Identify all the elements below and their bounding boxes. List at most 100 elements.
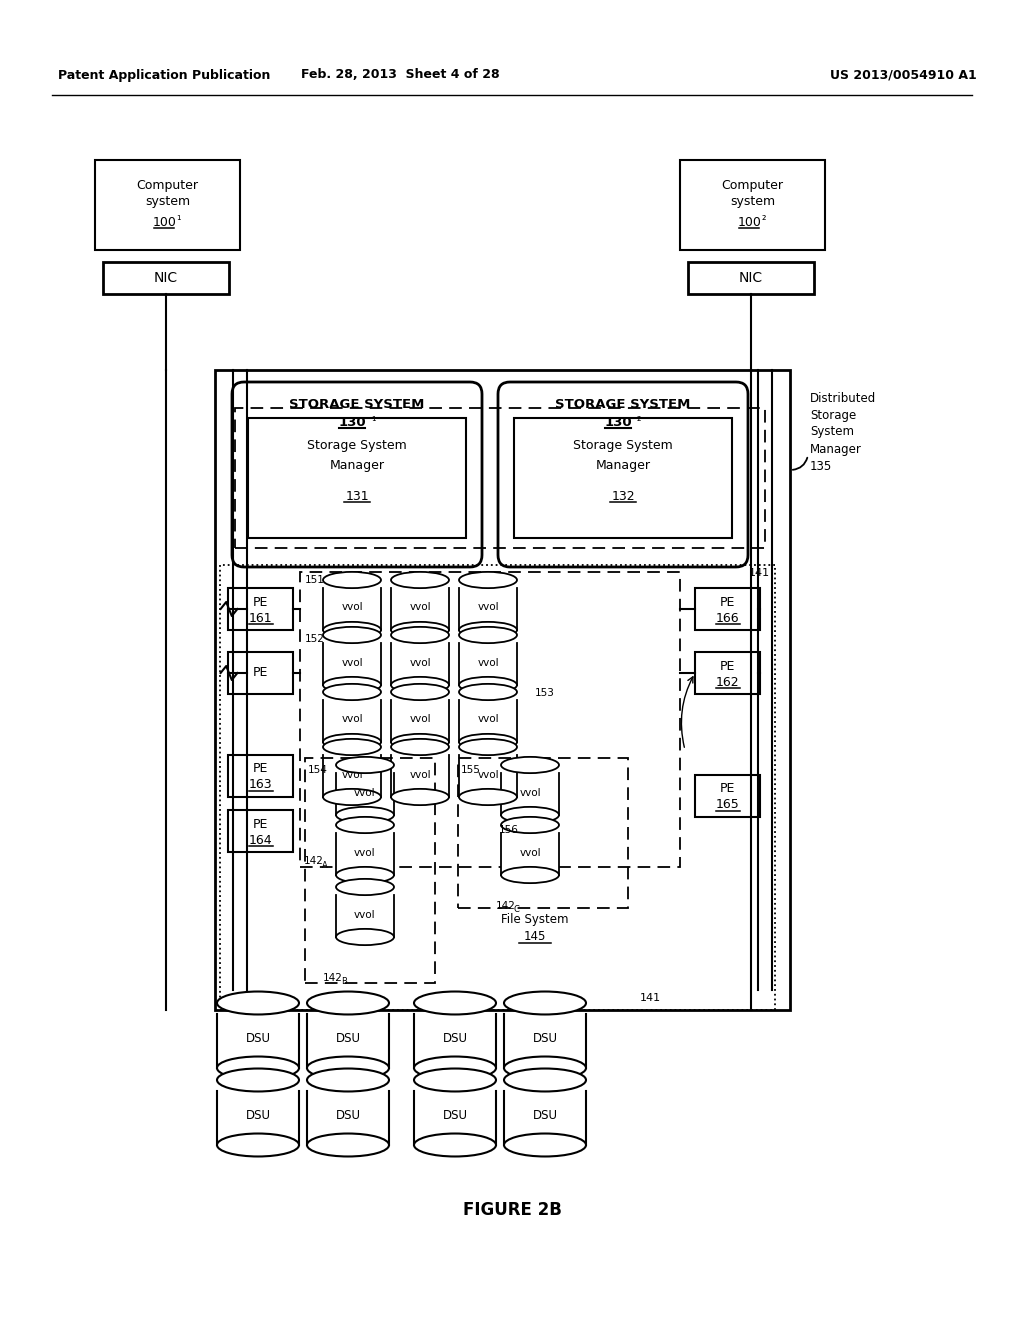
Ellipse shape: [307, 991, 389, 1015]
Ellipse shape: [459, 677, 517, 693]
Text: DSU: DSU: [246, 1032, 270, 1045]
Text: 142: 142: [496, 902, 516, 911]
Text: vvol: vvol: [410, 657, 431, 668]
Ellipse shape: [501, 867, 559, 883]
Text: B: B: [341, 978, 347, 986]
Ellipse shape: [391, 684, 449, 700]
Text: PE: PE: [720, 660, 735, 672]
Text: 100: 100: [153, 215, 176, 228]
Bar: [215, 370, 790, 1010]
Ellipse shape: [414, 1056, 496, 1080]
Ellipse shape: [323, 622, 381, 638]
Ellipse shape: [391, 572, 449, 589]
Bar: [228, 810, 293, 851]
Bar: [217, 1092, 299, 1144]
Text: vvol: vvol: [410, 602, 431, 612]
Text: DSU: DSU: [442, 1109, 468, 1122]
Bar: [414, 1015, 496, 1068]
Bar: [391, 700, 449, 742]
Ellipse shape: [391, 739, 449, 755]
Text: DSU: DSU: [246, 1109, 270, 1122]
Text: System: System: [810, 425, 854, 438]
Bar: [323, 643, 381, 685]
Bar: [695, 775, 760, 817]
Text: vvol: vvol: [477, 657, 499, 668]
Text: PE: PE: [253, 763, 268, 776]
Ellipse shape: [217, 1056, 299, 1080]
Text: 163: 163: [249, 779, 272, 792]
Ellipse shape: [504, 1134, 586, 1156]
Ellipse shape: [391, 677, 449, 693]
Ellipse shape: [391, 734, 449, 750]
Text: DSU: DSU: [442, 1032, 468, 1045]
Text: 165: 165: [716, 799, 739, 812]
Ellipse shape: [323, 789, 381, 805]
Ellipse shape: [336, 756, 394, 774]
Text: PE: PE: [720, 595, 735, 609]
Bar: [459, 755, 517, 797]
Text: vvol: vvol: [341, 714, 362, 725]
Ellipse shape: [391, 789, 449, 805]
Text: Distributed: Distributed: [810, 392, 877, 404]
Text: PE: PE: [253, 667, 268, 680]
Text: FIGURE 2B: FIGURE 2B: [463, 1201, 561, 1218]
Ellipse shape: [459, 572, 517, 589]
Ellipse shape: [459, 789, 517, 805]
Text: vvol: vvol: [477, 770, 499, 780]
Text: 130: 130: [338, 416, 366, 429]
Bar: [305, 758, 435, 983]
Text: system: system: [730, 195, 775, 209]
Bar: [323, 755, 381, 797]
Text: PE: PE: [720, 783, 735, 796]
Bar: [217, 1015, 299, 1068]
Text: 154: 154: [308, 766, 328, 775]
Bar: [695, 587, 760, 630]
Bar: [300, 572, 680, 867]
Bar: [391, 589, 449, 630]
Text: 135: 135: [810, 459, 833, 473]
FancyBboxPatch shape: [498, 381, 748, 568]
Bar: [391, 755, 449, 797]
Text: ₁: ₁: [371, 413, 375, 422]
Ellipse shape: [501, 807, 559, 824]
Text: 166: 166: [716, 611, 739, 624]
Bar: [458, 758, 628, 908]
Bar: [336, 895, 394, 937]
Text: STORAGE SYSTEM: STORAGE SYSTEM: [555, 397, 690, 411]
Ellipse shape: [459, 627, 517, 643]
Ellipse shape: [414, 1134, 496, 1156]
Bar: [323, 589, 381, 630]
Bar: [95, 160, 240, 249]
Text: NIC: NIC: [154, 271, 178, 285]
Bar: [336, 833, 394, 875]
Text: 145: 145: [524, 931, 546, 944]
Ellipse shape: [459, 684, 517, 700]
Text: DSU: DSU: [532, 1109, 557, 1122]
Ellipse shape: [323, 684, 381, 700]
Text: Patent Application Publication: Patent Application Publication: [58, 69, 270, 82]
Bar: [336, 774, 394, 814]
Bar: [307, 1092, 389, 1144]
Bar: [501, 833, 559, 875]
Bar: [459, 589, 517, 630]
Bar: [688, 261, 814, 294]
Ellipse shape: [391, 627, 449, 643]
Text: DSU: DSU: [532, 1032, 557, 1045]
Text: 152: 152: [305, 634, 325, 644]
Text: vvol: vvol: [341, 602, 362, 612]
Text: vvol: vvol: [354, 788, 376, 797]
Text: DSU: DSU: [336, 1032, 360, 1045]
Text: US 2013/0054910 A1: US 2013/0054910 A1: [830, 69, 977, 82]
Bar: [459, 700, 517, 742]
Ellipse shape: [323, 677, 381, 693]
Text: 151: 151: [305, 576, 325, 585]
Bar: [414, 1092, 496, 1144]
Text: 132: 132: [611, 490, 635, 503]
Ellipse shape: [217, 991, 299, 1015]
Text: Manager: Manager: [810, 442, 862, 455]
Bar: [307, 1015, 389, 1068]
Text: 162: 162: [716, 676, 739, 689]
Ellipse shape: [504, 1068, 586, 1092]
Bar: [391, 643, 449, 685]
Text: 161: 161: [249, 611, 272, 624]
